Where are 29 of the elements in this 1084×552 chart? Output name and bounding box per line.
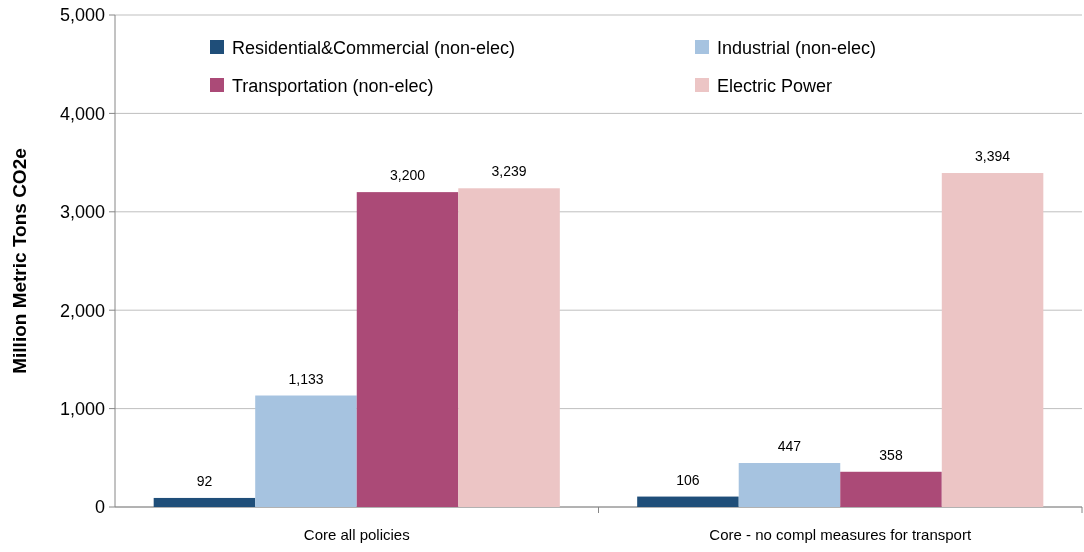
y-tick-label: 5,000 xyxy=(59,5,105,26)
bar xyxy=(840,471,942,507)
data-label: 1,133 xyxy=(288,370,324,387)
y-tick-label: 2,000 xyxy=(59,300,105,321)
bar xyxy=(255,395,357,507)
legend-label: Electric Power xyxy=(717,76,833,97)
legend-label: Transportation (non-elec) xyxy=(232,76,434,97)
y-tick-label: 4,000 xyxy=(59,103,105,124)
data-label: 3,394 xyxy=(975,148,1011,165)
bar xyxy=(637,496,739,507)
x-tick-label: Core - no compl measures for transport xyxy=(709,526,972,543)
data-label: 3,239 xyxy=(491,163,527,180)
legend-label: Residential&Commercial (non-elec) xyxy=(232,38,516,59)
legend-label: Industrial (non-elec) xyxy=(717,38,877,59)
y-tick-label: 0 xyxy=(94,497,105,518)
data-label: 447 xyxy=(777,438,802,455)
y-tick-label: 3,000 xyxy=(59,202,105,223)
data-label: 358 xyxy=(879,446,903,463)
bar xyxy=(941,173,1044,507)
y-tick-label: 1,000 xyxy=(59,398,105,419)
bar xyxy=(458,188,560,507)
bar xyxy=(356,192,459,507)
y-axis-title: Million Metric Tons CO2e xyxy=(9,148,30,374)
data-label: 3,200 xyxy=(389,167,426,184)
x-tick-label: Core all policies xyxy=(303,526,410,543)
data-label: 106 xyxy=(676,471,700,488)
bar xyxy=(153,497,256,507)
bar xyxy=(738,463,841,507)
data-label: 92 xyxy=(196,472,213,489)
